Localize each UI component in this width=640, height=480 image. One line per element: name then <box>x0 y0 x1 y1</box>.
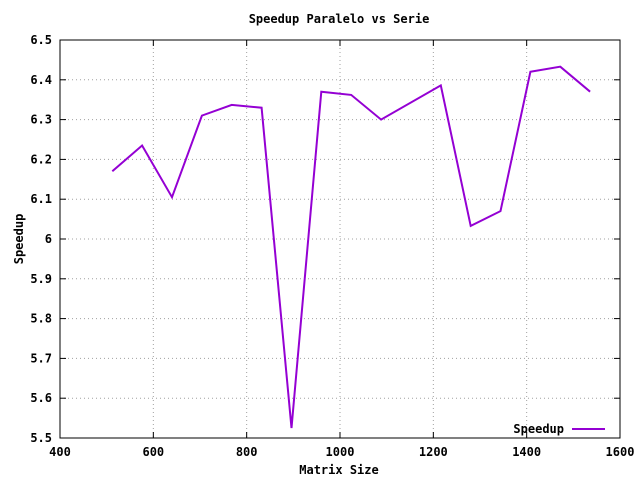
y-tick-label: 6.3 <box>30 113 52 127</box>
grid <box>60 40 620 438</box>
plot-frame <box>59 39 621 439</box>
y-tick-label: 5.5 <box>30 431 52 445</box>
y-axis-label: Speedup <box>12 214 26 265</box>
x-tick-label: 1400 <box>512 445 541 459</box>
tick-labels: 400 600 800 1000 1200 1400 1600 5.5 5.6 5.7 5.8 5.9… <box>30 33 634 459</box>
x-axis-label: Matrix Size <box>299 463 378 477</box>
y-tick-label: 6.4 <box>30 73 52 87</box>
x-tick-label: 1200 <box>419 445 448 459</box>
y-tick-label: 5.9 <box>30 272 52 286</box>
y-tick-label: 5.8 <box>30 312 52 326</box>
x-tick-label: 1600 <box>606 445 635 459</box>
legend-label-speedup: Speedup <box>513 422 564 436</box>
x-tick-label: 800 <box>236 445 258 459</box>
series-line-speedup <box>111 65 591 429</box>
y-tick-label: 6.5 <box>30 33 52 47</box>
y-tick-label: 5.6 <box>30 391 52 405</box>
y-tick-label: 5.7 <box>30 351 52 365</box>
x-tick-label: 1000 <box>326 445 355 459</box>
series-layer <box>111 65 591 429</box>
y-tick-label: 6 <box>45 232 52 246</box>
legend: Speedup <box>513 422 605 436</box>
x-tick-label: 600 <box>142 445 164 459</box>
chart-title: Speedup Paralelo vs Serie <box>249 12 430 26</box>
y-tick-label: 6.1 <box>30 192 52 206</box>
y-tick-label: 6.2 <box>30 152 52 166</box>
x-tick-label: 400 <box>49 445 71 459</box>
